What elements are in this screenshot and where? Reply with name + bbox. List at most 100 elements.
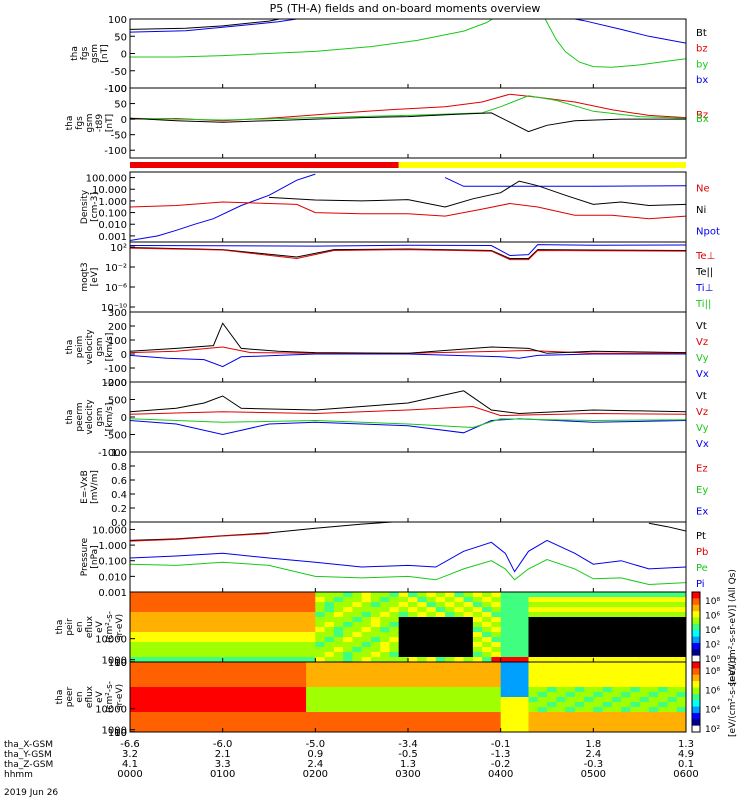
heatmap-cell bbox=[333, 647, 344, 653]
heatmap-cell bbox=[231, 677, 242, 683]
heatmap-cell bbox=[352, 617, 363, 623]
heatmap-cell bbox=[611, 637, 622, 643]
heatmap-cell bbox=[528, 607, 539, 613]
heatmap-cell bbox=[398, 667, 409, 673]
heatmap-cell bbox=[380, 692, 391, 698]
heatmap-cell bbox=[408, 712, 418, 718]
heatmap-cell bbox=[204, 727, 214, 732]
heatmap-cell bbox=[315, 667, 326, 673]
y-tick-label: 10.000 bbox=[92, 185, 127, 196]
heatmap-cell bbox=[435, 672, 446, 678]
heatmap-cell bbox=[250, 692, 261, 698]
heatmap-cell bbox=[157, 657, 168, 662]
heatmap-cell bbox=[269, 702, 279, 708]
heatmap-cell bbox=[417, 617, 428, 623]
heatmap-cell bbox=[435, 647, 446, 653]
heatmap-cell bbox=[528, 657, 539, 662]
heatmap-cell bbox=[537, 697, 548, 703]
heatmap-cell bbox=[296, 602, 307, 608]
heatmap-cell bbox=[519, 727, 530, 732]
heatmap-cell bbox=[528, 717, 539, 723]
heatmap-cell bbox=[259, 657, 270, 662]
heatmap-cell bbox=[547, 707, 557, 713]
heatmap-cell bbox=[509, 692, 520, 698]
heatmap-cell bbox=[602, 612, 613, 618]
heatmap-cell bbox=[454, 652, 465, 658]
x-axis-row-label: tha_X-GSM bbox=[4, 740, 53, 750]
heatmap-cell bbox=[639, 612, 650, 618]
heatmap-cell bbox=[574, 637, 585, 643]
heatmap-cell bbox=[611, 672, 622, 678]
heatmap-cell bbox=[426, 667, 437, 673]
heatmap-cell bbox=[417, 677, 428, 683]
heatmap-cell bbox=[333, 652, 344, 658]
heatmap-cell bbox=[157, 592, 168, 598]
y-axis-label: tha bbox=[55, 690, 65, 705]
colorbar-segment bbox=[692, 611, 700, 618]
heatmap-cell bbox=[269, 627, 279, 633]
heatmap-cell bbox=[602, 682, 613, 688]
heatmap-cell bbox=[269, 617, 279, 623]
heatmap-cell bbox=[259, 617, 270, 623]
heatmap-cell bbox=[333, 727, 344, 732]
heatmap-cell bbox=[315, 622, 326, 628]
heatmap-cell bbox=[584, 707, 594, 713]
heatmap-cell bbox=[176, 677, 187, 683]
heatmap-cell bbox=[658, 707, 669, 713]
heatmap-cell bbox=[445, 677, 455, 683]
heatmap-cell bbox=[185, 607, 196, 613]
heatmap-cell bbox=[130, 662, 140, 668]
heatmap-cell bbox=[602, 687, 613, 693]
heatmap-cell bbox=[370, 697, 381, 703]
heatmap-cell bbox=[352, 632, 363, 638]
heatmap-cell bbox=[352, 712, 363, 718]
heatmap-cell bbox=[370, 712, 381, 718]
x-axis-value: 0500 bbox=[581, 769, 606, 780]
heatmap-cell bbox=[500, 692, 511, 698]
heatmap-cell bbox=[222, 627, 233, 633]
heatmap-cell bbox=[547, 702, 557, 708]
y-axis-label: moqt3 bbox=[80, 262, 90, 291]
heatmap-cell bbox=[324, 712, 335, 718]
x-axis-row-label: hhmm bbox=[4, 770, 33, 780]
heatmap-cell bbox=[565, 667, 576, 673]
heatmap-cell bbox=[398, 722, 409, 728]
heatmap-cell bbox=[621, 607, 631, 613]
heatmap-cell bbox=[584, 722, 594, 728]
heatmap-cell bbox=[445, 667, 455, 673]
heatmap-cell bbox=[194, 707, 205, 713]
heatmap-cell bbox=[296, 682, 307, 688]
legend-entry: Vz bbox=[696, 407, 708, 418]
heatmap-cell bbox=[176, 652, 187, 658]
heatmap-cell bbox=[324, 632, 335, 638]
heatmap-cell bbox=[639, 727, 650, 732]
heatmap-cell bbox=[306, 647, 316, 653]
heatmap-cell bbox=[556, 722, 567, 728]
heatmap-cell bbox=[602, 717, 613, 723]
heatmap-cell bbox=[167, 597, 177, 603]
heatmap-cell bbox=[361, 702, 372, 708]
heatmap-cell bbox=[306, 702, 316, 708]
heatmap-cell bbox=[389, 662, 400, 668]
heatmap-cell bbox=[370, 677, 381, 683]
heatmap-cell bbox=[593, 702, 604, 708]
heatmap-cell bbox=[676, 697, 686, 703]
heatmap-cell bbox=[370, 667, 381, 673]
heatmap-cell bbox=[315, 627, 326, 633]
heatmap-cell bbox=[574, 707, 585, 713]
heatmap-cell bbox=[482, 662, 492, 668]
colorbar-segment bbox=[692, 700, 700, 708]
heatmap-cell bbox=[148, 607, 159, 613]
heatmap-cell bbox=[259, 692, 270, 698]
heatmap-cell bbox=[278, 642, 289, 648]
heatmap-cell bbox=[269, 647, 279, 653]
heatmap-cell bbox=[296, 687, 307, 693]
heatmap-cell bbox=[445, 687, 455, 693]
heatmap-cell bbox=[417, 702, 428, 708]
heatmap-cell bbox=[194, 622, 205, 628]
heatmap-cell bbox=[204, 657, 214, 662]
y-tick-label: 0.010 bbox=[98, 220, 127, 231]
heatmap-cell bbox=[259, 682, 270, 688]
heatmap-cell bbox=[519, 717, 530, 723]
heatmap-cell bbox=[185, 677, 196, 683]
